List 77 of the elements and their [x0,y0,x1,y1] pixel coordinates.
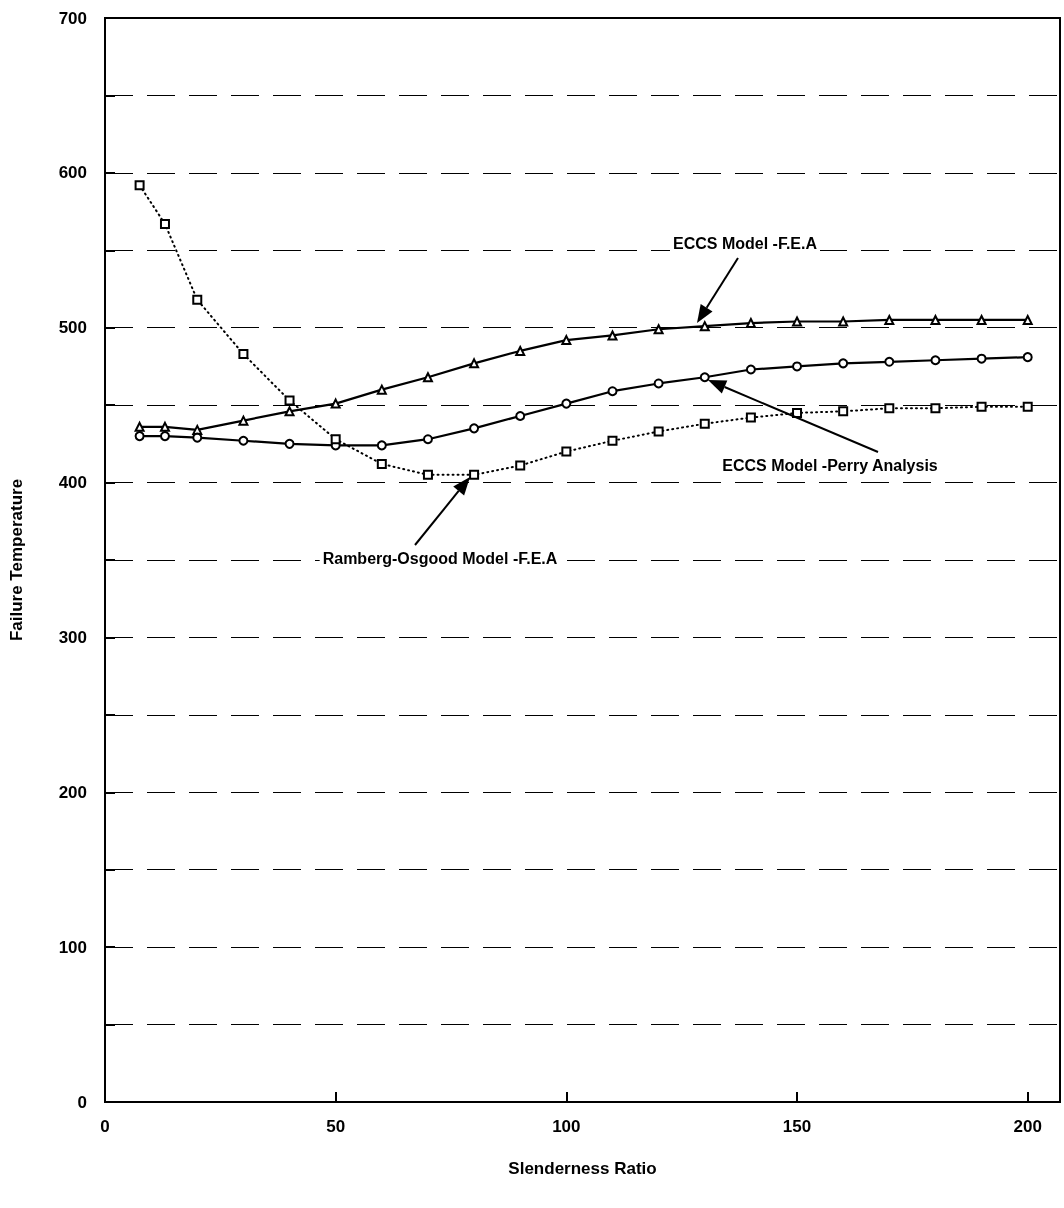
x-axis-title: Slenderness Ratio [508,1159,657,1178]
y-tick-label: 300 [58,627,87,647]
x-tick-label: 100 [552,1117,581,1136]
point [192,432,203,443]
point [561,446,572,457]
point [159,218,170,229]
y-tick-label: 600 [58,163,87,183]
y-tick-label: 200 [58,782,87,802]
point [330,398,341,409]
x-tick-label: 0 [100,1117,110,1136]
annotation: Ramberg-Osgood Model -F.E.A [322,549,558,567]
y-axis-title: Failure Temperature [7,478,26,642]
point [792,407,803,418]
point [330,434,341,445]
point [134,431,145,442]
y-tick-label: 400 [58,473,87,493]
point [284,438,295,449]
point [561,398,572,409]
point [699,372,710,383]
point [976,314,987,325]
point [515,345,526,356]
point [515,410,526,421]
point [976,353,987,364]
point [238,415,249,426]
point [930,355,941,366]
point [653,378,664,389]
x-tick-label: 50 [326,1117,346,1136]
point [930,314,941,325]
point [469,423,480,434]
point [284,395,295,406]
point [469,358,480,369]
point [884,314,895,325]
point [745,364,756,375]
point [653,324,664,335]
point [1022,314,1033,325]
point [376,440,387,451]
point [1022,401,1033,412]
point [134,421,145,432]
point [745,412,756,423]
point [469,469,480,480]
point [976,401,987,412]
point [238,349,249,360]
point [376,458,387,469]
y-tick-label: 700 [58,8,87,28]
point [284,406,295,417]
y-tick-label: 0 [77,1092,87,1112]
point [192,294,203,305]
point [607,435,618,446]
point [699,418,710,429]
point [422,372,433,383]
point [884,403,895,414]
point [422,469,433,480]
point [376,384,387,395]
point [653,426,664,437]
point [838,316,849,327]
x-tick-label: 200 [1013,1117,1042,1136]
point [159,421,170,432]
point [134,180,145,191]
point [792,316,803,327]
point [838,358,849,369]
y-tick-label: 100 [58,937,87,957]
point [238,435,249,446]
point [422,434,433,445]
point [159,431,170,442]
point [515,460,526,471]
point [838,406,849,417]
point [884,356,895,367]
point [699,321,710,332]
point [792,361,803,372]
point [1022,352,1033,363]
x-tick-label: 150 [782,1117,812,1136]
point [607,330,618,341]
annotation: ECCS Model -Perry Analysis [722,456,938,474]
point [607,386,618,397]
y-tick-label: 500 [58,318,87,338]
annotation: ECCS Model -F.E.A [672,234,818,252]
point [930,403,941,414]
